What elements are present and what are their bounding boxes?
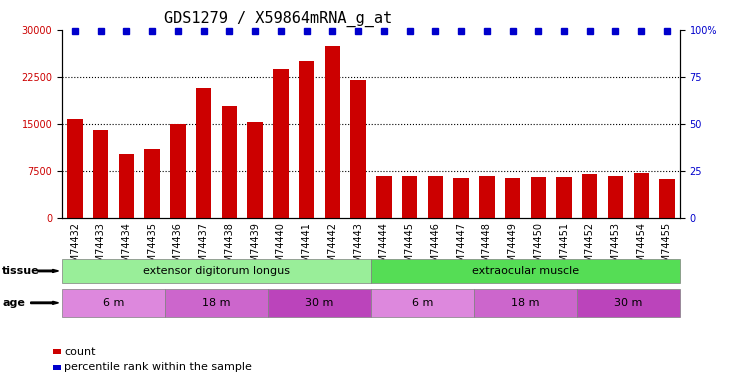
Bar (531, 177, 546, 218)
Bar (428, 176, 443, 218)
Bar (402, 176, 417, 217)
Bar (556, 177, 572, 218)
Bar (350, 80, 366, 218)
Bar (93, 130, 108, 218)
Bar (634, 172, 649, 217)
Text: 18 m: 18 m (202, 298, 231, 308)
Bar (247, 122, 263, 218)
Bar (273, 69, 289, 218)
Bar (659, 179, 675, 218)
Text: 30 m: 30 m (614, 298, 643, 308)
Text: 18 m: 18 m (511, 298, 539, 308)
Text: percentile rank within the sample: percentile rank within the sample (64, 363, 252, 372)
Bar (453, 178, 469, 218)
Text: GDS1279 / X59864mRNA_g_at: GDS1279 / X59864mRNA_g_at (164, 11, 392, 27)
Text: age: age (2, 298, 25, 308)
Bar (299, 61, 314, 217)
Text: 30 m: 30 m (306, 298, 333, 308)
Text: 6 m: 6 m (412, 298, 433, 308)
Bar (376, 176, 392, 217)
Text: extraocular muscle: extraocular muscle (471, 266, 579, 276)
Text: 6 m: 6 m (103, 298, 124, 308)
Bar (582, 174, 597, 217)
Bar (145, 149, 160, 217)
Text: tissue: tissue (2, 266, 39, 276)
Bar (221, 106, 237, 218)
Bar (67, 119, 83, 218)
Text: extensor digitorum longus: extensor digitorum longus (143, 266, 290, 276)
Bar (196, 87, 211, 218)
Bar (479, 176, 494, 218)
Bar (607, 176, 624, 218)
Bar (325, 46, 340, 218)
Bar (118, 154, 135, 218)
Text: count: count (64, 347, 96, 357)
Bar (170, 124, 186, 218)
Bar (505, 177, 520, 218)
